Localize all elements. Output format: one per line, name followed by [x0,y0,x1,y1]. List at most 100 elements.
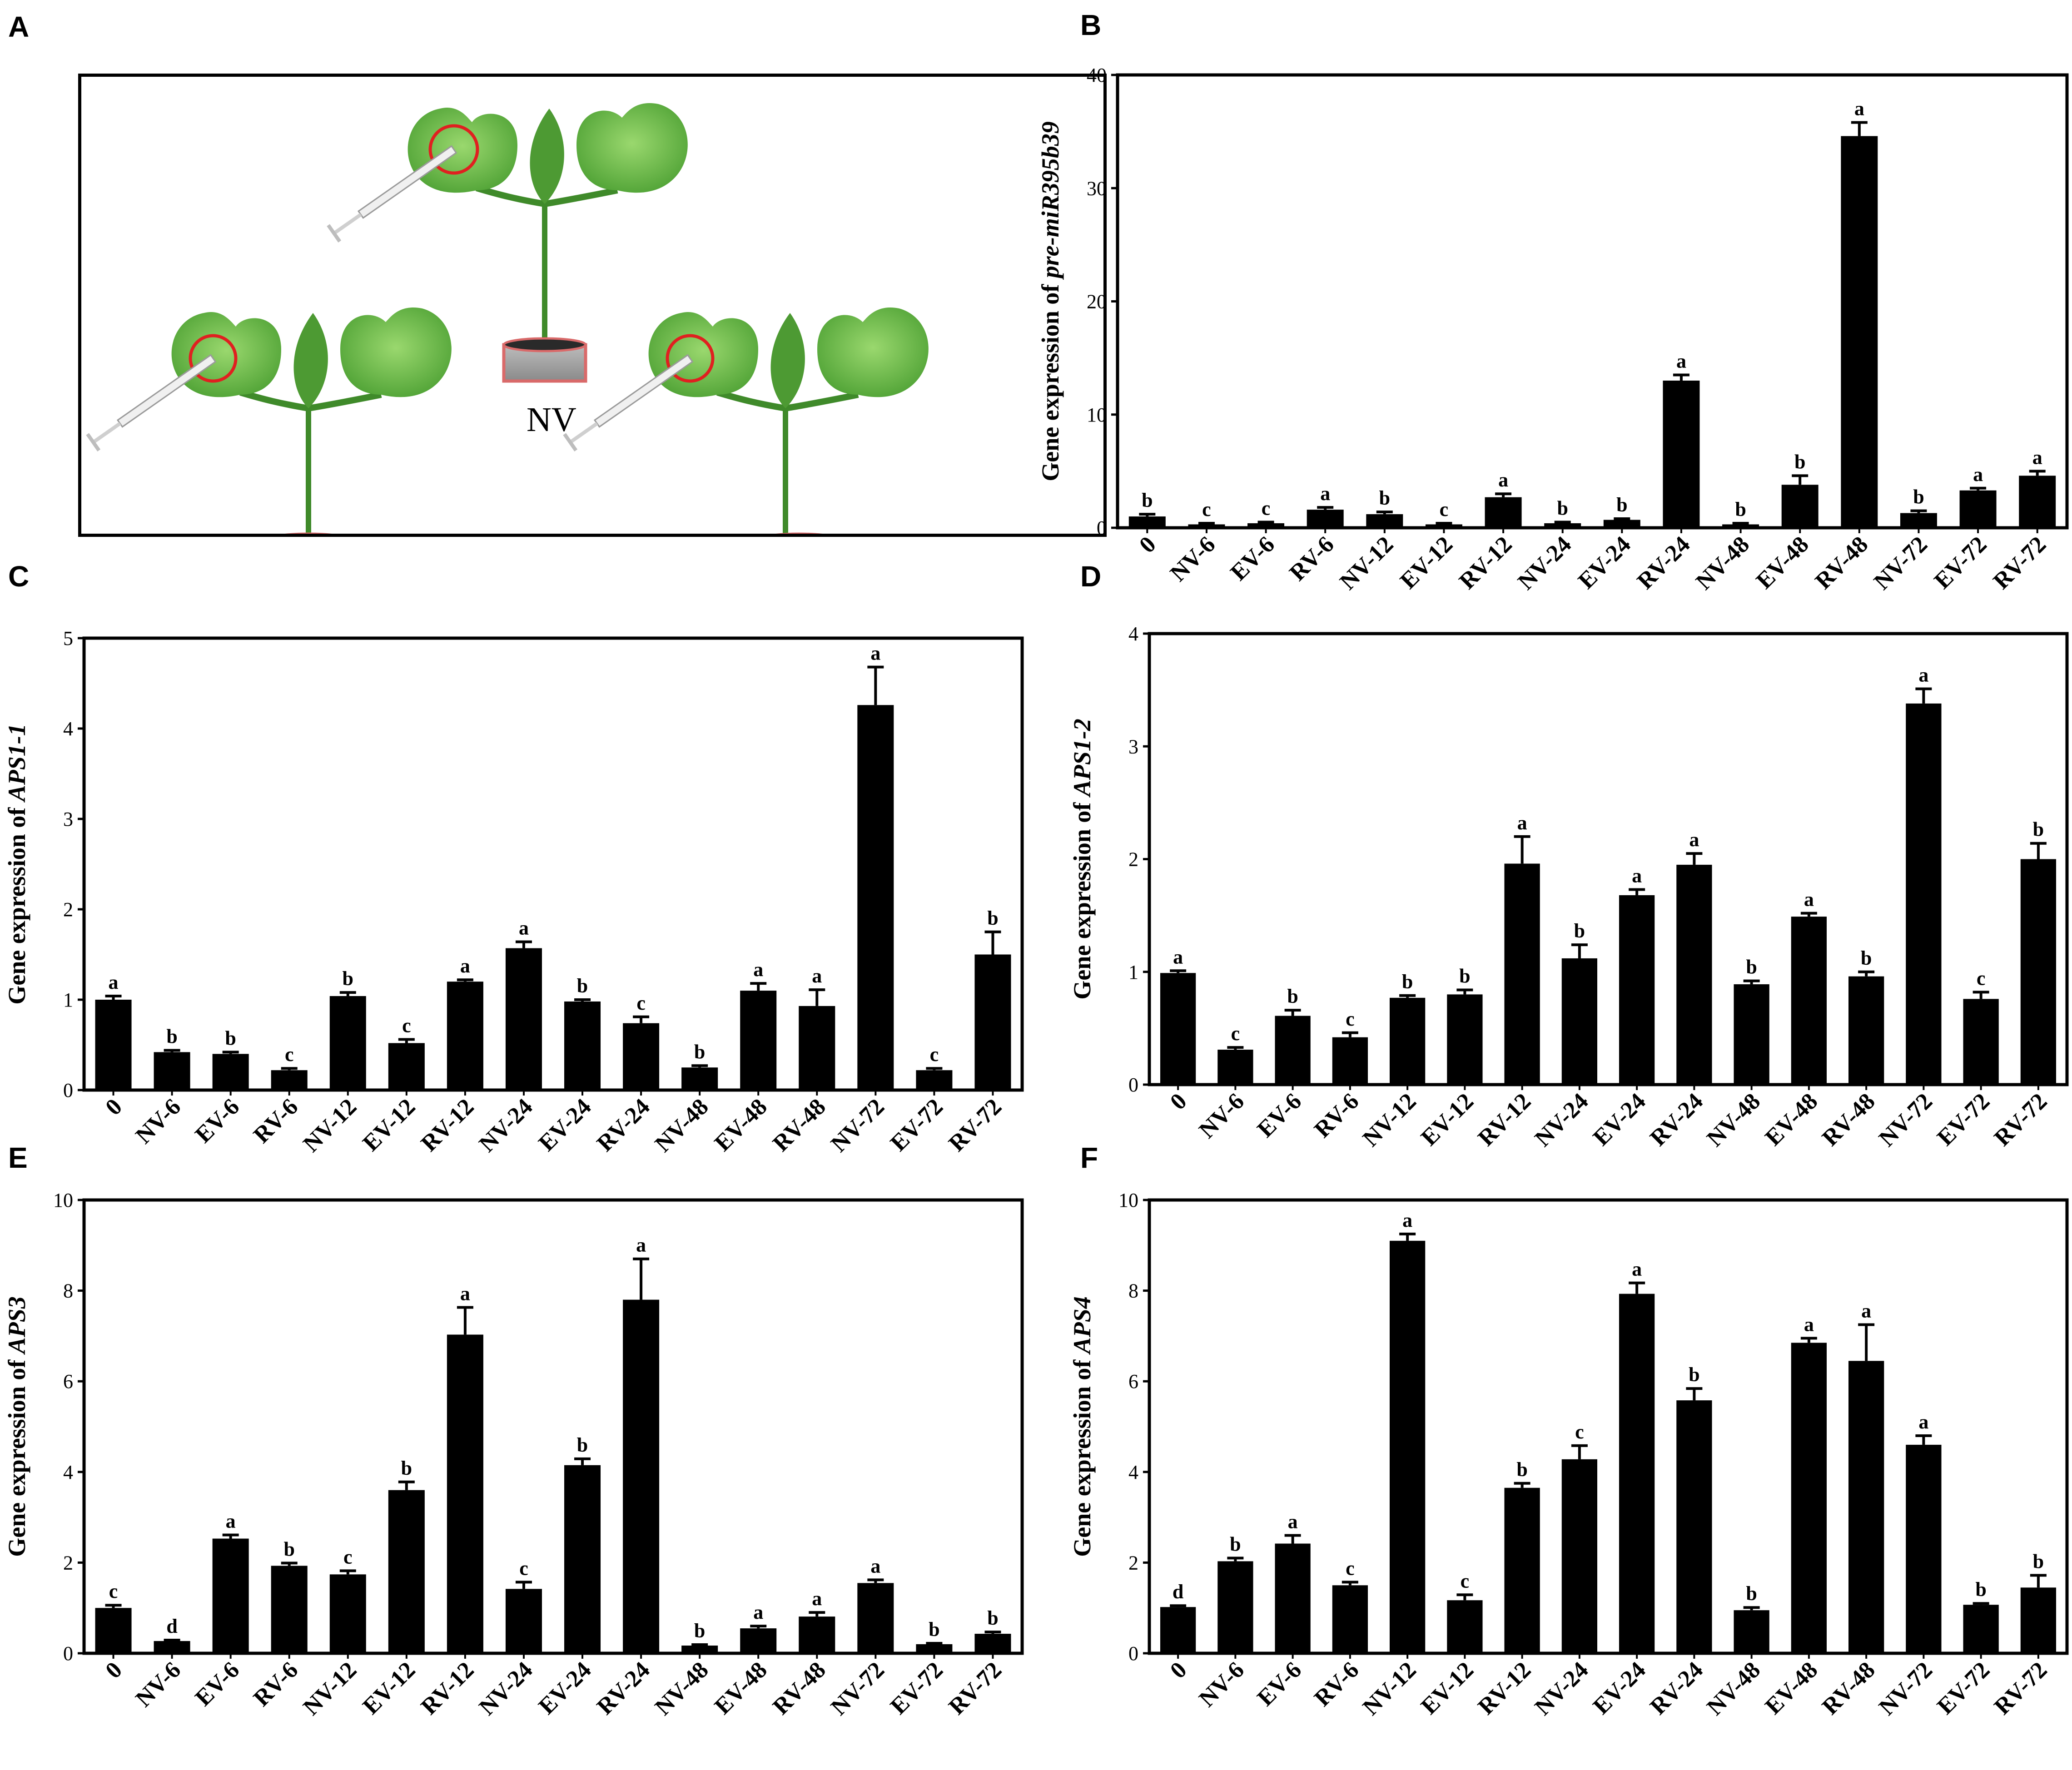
panel-letter-a: A [8,10,30,43]
x-category-label: RV-48 [1817,1657,1880,1720]
bar-ev-72 [1959,490,1997,528]
x-category-label: EV-12 [358,1094,421,1156]
y-tick-label: 1 [63,989,73,1011]
stem-rv [783,408,788,535]
x-category-label: RV-24 [1645,1657,1708,1720]
chart-aps1-1: 0 1 2 3 4 5 Gene expression of APS1-1 a 0 b NV-6 b E… [3,627,1024,1157]
significance-label: b [343,967,353,990]
bar-rv-12 [447,1334,483,1653]
bar-nv-6 [1217,1561,1253,1653]
leaf-center-nv [530,109,564,204]
bar-nv-6 [1188,524,1225,528]
bar-nv-12 [1389,1240,1426,1653]
bar-rv-72 [2019,476,2056,528]
syringe-nv [327,145,457,243]
significance-label: c [109,1580,118,1602]
y-axis-title: Gene expression of APS4 [1068,1296,1096,1557]
y-tick-label: 0 [1128,1074,1138,1096]
x-category-label: EV-12 [1395,531,1458,594]
leaf-center-ev [293,313,328,408]
x-category-label: EV-6 [1252,1088,1307,1142]
y-axis-title-prefix: Gene expression of [1037,278,1064,481]
significance-label: b [283,1538,294,1560]
y-tick-label: 20 [1087,291,1107,313]
bar-ev-6 [1247,523,1285,528]
significance-label: a [1498,469,1508,491]
bar-0 [1160,1607,1196,1653]
bar-rv-72 [2020,859,2057,1085]
x-category-label: NV-72 [1869,531,1933,595]
bar-rv-6 [1332,1037,1368,1085]
bar-ev-12 [1447,1600,1483,1653]
x-category-label: EV-72 [1929,531,1992,594]
y-tick-label: 30 [1087,177,1107,199]
bar-ev-48 [1781,485,1819,528]
bar-rv-24 [623,1299,660,1653]
significance-label: b [1861,947,1872,969]
significance-label: a [1918,664,1928,686]
bar-rv-6 [1307,510,1344,528]
x-category-label: EV-6 [1226,531,1280,585]
x-category-label: EV-24 [1588,1657,1651,1720]
x-category-label: NV-24 [1530,1657,1594,1720]
significance-label: b [2033,818,2044,841]
branch-nv [475,185,618,207]
chart-aps4: 0 2 4 6 8 10 Gene expression of APS4 d 0 b NV-6 a EV… [1068,1189,2069,1720]
significance-label: b [1689,1363,1699,1386]
significance-label: c [1202,498,1211,521]
significance-label: b [987,907,998,929]
significance-label: c [1231,1022,1240,1045]
bar-nv-24 [505,1589,542,1653]
bar-rv-48 [1841,136,1878,528]
significance-label: c [1440,498,1449,521]
bar-nv-24 [505,948,542,1090]
y-tick-label: 3 [63,808,73,830]
y-axis-title-gene: APS1-2 [1068,719,1096,798]
infiltration-circle-nv [428,124,479,175]
x-category-label: NV-12 [298,1094,362,1157]
y-tick-label: 8 [63,1280,73,1302]
significance-label: c [1346,1557,1355,1579]
significance-label: b [1913,486,1924,508]
bar-nv-6 [154,1052,190,1090]
significance-label: a [636,1234,646,1256]
y-axis-title-gene: pre-miR395b39 [1037,121,1064,280]
chart-aps1-2: 0 1 2 3 4 Gene expression of APS1-2 a 0 c NV-6 b EV… [1068,623,2069,1152]
x-category-label: 0 [100,1657,127,1684]
leaf-right-ev [340,307,452,397]
significance-label: b [225,1027,236,1049]
bar-ev-24 [1619,1294,1655,1653]
chart-aps3: 0 2 4 6 8 10 Gene expression of APS3 c 0 d NV-6 a EV… [3,1189,1024,1720]
bar-nv-72 [1906,1444,1942,1653]
x-category-label: NV-6 [1165,531,1220,586]
x-category-label: RV-72 [944,1657,1007,1720]
y-axis-title-gene: APS1-1 [3,724,30,803]
x-category-label: EV-48 [710,1094,772,1156]
y-axis-title: Gene expression of APS3 [3,1296,30,1557]
bar-nv-48 [681,1646,718,1653]
x-category-label: NV-48 [650,1657,714,1720]
bar-ev-72 [1963,1605,1999,1653]
x-category-label: EV-24 [534,1094,596,1156]
x-category-label: RV-12 [1454,531,1517,594]
significance-label: a [870,1555,880,1577]
x-category-label: EV-72 [885,1657,948,1720]
y-tick-label: 10 [53,1189,73,1211]
significance-label: a [1804,888,1814,911]
bar-ev-12 [1447,994,1483,1085]
x-category-label: EV-24 [534,1657,596,1720]
bar-rv-72 [974,954,1011,1090]
significance-label: c [519,1557,528,1579]
y-tick-label: 6 [1128,1370,1138,1393]
plot-frame [82,636,1024,1092]
y-tick-label: 0 [63,1079,73,1101]
significance-label: a [812,965,822,987]
bar-nv-48 [681,1067,718,1090]
x-category-label: EV-72 [1932,1088,1995,1151]
significance-label: b [1557,497,1568,520]
significance-label: b [577,1434,588,1456]
x-category-label: EV-12 [358,1657,421,1720]
significance-label: a [870,642,880,664]
significance-label: a [753,958,763,981]
significance-label: a [1973,463,1983,486]
